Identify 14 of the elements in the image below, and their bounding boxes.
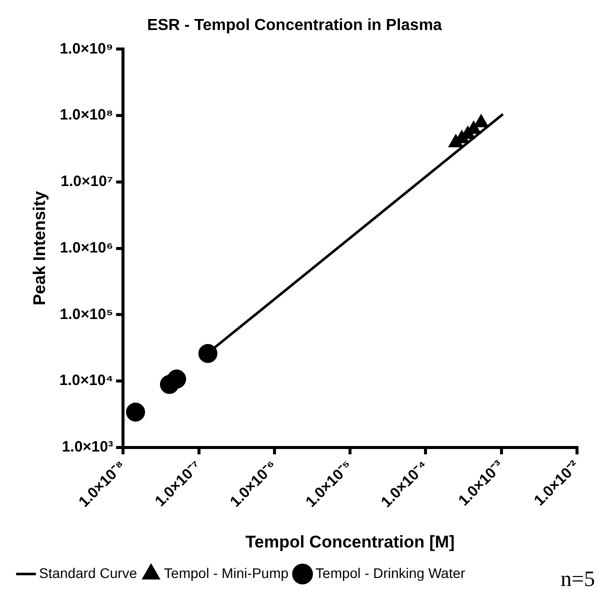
text: n=5 (560, 566, 595, 591)
chart-title: ESR - Tempol Concentration in Plasma (147, 17, 442, 34)
y-tick-label: 1.0×10⁶ (60, 239, 114, 256)
y-tick-label: 1.0×10⁴ (59, 372, 114, 390)
y-tick-label: 1.0×10⁹ (60, 40, 114, 58)
y-tick-label: 1.0×10⁸ (60, 106, 114, 124)
legend-label: Tempol - Drinking Water (316, 564, 466, 581)
y-tick-label: 1.0×10⁵ (60, 306, 114, 323)
legend-label: Tempol - Mini-Pump (164, 564, 289, 581)
x-axis-title: Tempol Concentration [M] (245, 532, 455, 552)
legend-label: Standard Curve (39, 564, 138, 581)
y-axis-title: Peak Intensity (30, 190, 49, 306)
y-tick-label: 1.0×10³ (62, 438, 114, 456)
y-tick-label: 1.0×10⁷ (60, 173, 114, 190)
